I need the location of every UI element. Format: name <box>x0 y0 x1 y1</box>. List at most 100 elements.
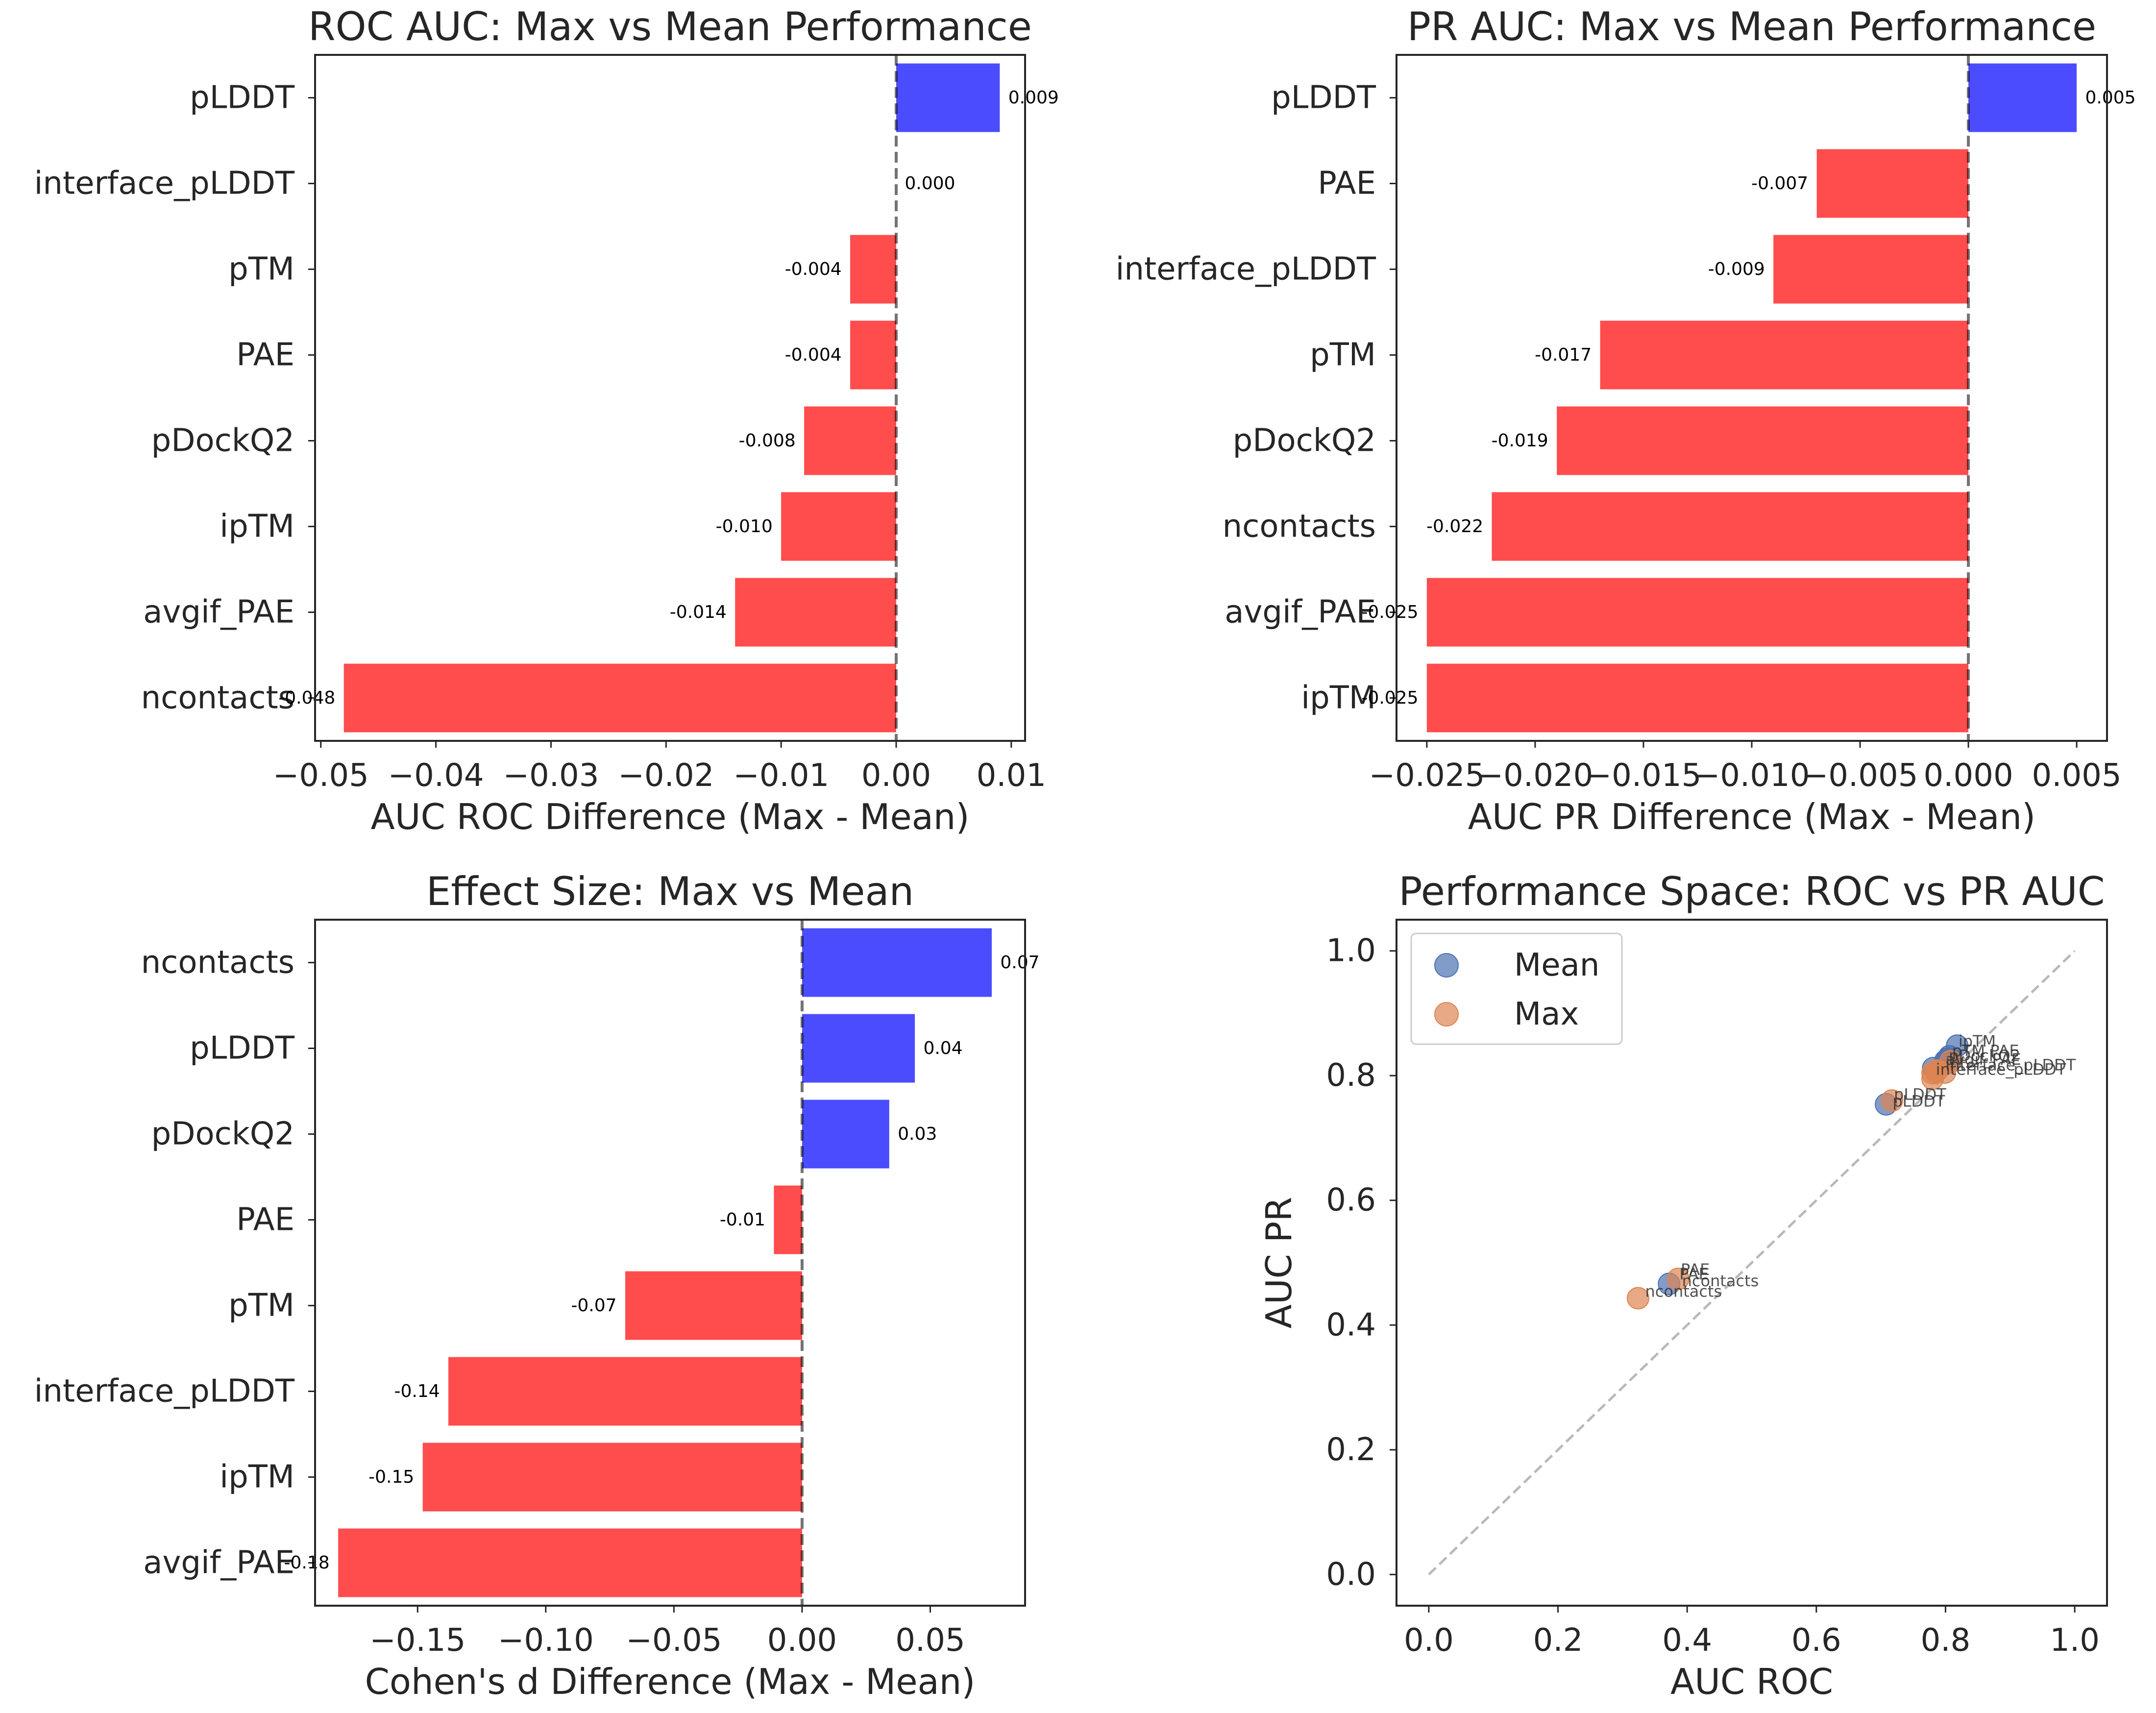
point-annotation: ncontacts <box>1682 1272 1759 1290</box>
value-label: -0.14 <box>394 1381 440 1401</box>
value-label: 0.04 <box>923 1038 962 1058</box>
chart-title: Effect Size: Max vs Mean <box>426 869 914 914</box>
x-tick-label: −0.01 <box>733 758 829 794</box>
point-annotation: pDockQ2 <box>1949 1046 2020 1065</box>
point-annotation: PAE <box>1681 1260 1710 1279</box>
panel-roc: pLDDT 0.009 interface_pLDDT 0.000 pTM -0.004 P… <box>34 4 1059 837</box>
x-tick-label: 0.0 <box>1404 1622 1454 1659</box>
y-tick-label: PAE <box>1318 166 1376 202</box>
panel-effect: ncontacts 0.07 pLDDT 0.04 pDockQ2 0.03 PAE -0.0… <box>34 869 1040 1702</box>
y-tick-label: interface_pLDDT <box>1116 251 1376 288</box>
x-axis-label: AUC PR Difference (Max - Mean) <box>1468 796 2035 837</box>
bar <box>343 663 896 733</box>
x-tick-label: 0.8 <box>1921 1622 1971 1659</box>
y-axis-label: AUC PR <box>1258 1197 1299 1329</box>
y-tick-label: avgif_PAE <box>143 594 294 631</box>
bar <box>774 1185 802 1254</box>
x-tick-label: 0.005 <box>2032 758 2122 794</box>
x-tick-label: −0.10 <box>498 1622 594 1659</box>
y-tick-label: pLDDT <box>1271 80 1376 116</box>
x-tick-label: 0.01 <box>977 758 1047 794</box>
x-tick-label: −0.02 <box>618 758 714 794</box>
y-tick-label: pLDDT <box>190 80 295 116</box>
value-label: -0.025 <box>1361 602 1418 622</box>
bar <box>338 1528 802 1597</box>
x-tick-label: −0.025 <box>1369 758 1485 794</box>
value-label: 0.000 <box>905 173 955 194</box>
value-label: -0.014 <box>670 602 727 622</box>
chart-title: PR AUC: Max vs Mean Performance <box>1407 4 2096 49</box>
y-tick-label: avgif_PAE <box>1225 594 1376 631</box>
value-label: -0.008 <box>739 431 796 451</box>
bar <box>896 63 1000 132</box>
bar <box>781 492 896 561</box>
y-tick-label: 0.8 <box>1326 1057 1376 1094</box>
y-tick-label: pTM <box>1310 337 1376 373</box>
x-tick-label: −0.05 <box>626 1622 722 1659</box>
x-tick-label: 0.6 <box>1791 1622 1841 1659</box>
bar <box>1773 235 1969 304</box>
x-axis-label: Cohen's d Difference (Max - Mean) <box>365 1661 976 1702</box>
x-tick-label: −0.04 <box>388 758 484 794</box>
value-label: -0.009 <box>1708 259 1765 279</box>
point-annotation: ipTM <box>1959 1032 1996 1051</box>
x-tick-label: 1.0 <box>2050 1622 2100 1659</box>
x-tick-label: −0.015 <box>1586 758 1702 794</box>
y-tick-label: ncontacts <box>141 680 294 716</box>
bar <box>804 406 896 475</box>
y-tick-label: pDockQ2 <box>151 1116 294 1152</box>
scatter-point-max <box>1627 1287 1649 1310</box>
value-label: -0.007 <box>1751 173 1808 194</box>
y-tick-label: avgif_PAE <box>143 1545 294 1581</box>
point-annotation: interface_pLDDT <box>1945 1056 2076 1075</box>
value-label: 0.005 <box>2085 88 2136 108</box>
value-label: -0.025 <box>1361 688 1418 708</box>
x-axis-label: AUC ROC <box>1670 1661 1833 1702</box>
bar <box>850 235 896 304</box>
x-tick-label: −0.15 <box>369 1622 466 1659</box>
axes-frame <box>314 919 1026 1607</box>
legend-box <box>1410 932 1623 1045</box>
diagonal-line <box>1428 950 2076 1576</box>
y-tick-label: 0.4 <box>1326 1307 1376 1343</box>
value-label: 0.009 <box>1008 88 1059 108</box>
bar <box>1557 406 1969 475</box>
value-label: -0.022 <box>1426 516 1483 537</box>
y-tick-label: interface_pLDDT <box>34 1373 295 1410</box>
x-tick-label: 0.00 <box>861 758 931 794</box>
x-tick-label: 0.2 <box>1533 1622 1583 1659</box>
x-tick-label: 0.00 <box>767 1622 837 1659</box>
bar <box>1816 149 1969 218</box>
value-label: -0.15 <box>368 1467 414 1487</box>
value-label: -0.18 <box>284 1553 330 1573</box>
y-tick-label: 0.6 <box>1326 1182 1376 1219</box>
bar <box>422 1443 802 1512</box>
chart-title: Performance Space: ROC vs PR AUC <box>1398 869 2105 914</box>
x-tick-label: 0.4 <box>1662 1622 1712 1659</box>
point-annotation: interface_pLDDT <box>1936 1060 2066 1078</box>
scatter-point-max <box>1881 1089 1904 1112</box>
x-tick-label: −0.020 <box>1477 758 1593 794</box>
point-annotation: PAE <box>1679 1265 1708 1283</box>
bar <box>448 1357 802 1426</box>
bar <box>1426 578 1969 647</box>
value-label: -0.019 <box>1492 431 1548 451</box>
x-tick-label: 0.05 <box>895 1622 965 1659</box>
bar <box>1426 663 1969 733</box>
point-annotation: pTM PAE <box>1952 1041 2019 1060</box>
bar <box>1968 63 2077 132</box>
y-tick-label: ipTM <box>220 509 294 545</box>
y-tick-label: ipTM <box>220 1459 294 1495</box>
bar <box>625 1271 802 1340</box>
value-label: -0.004 <box>785 345 842 365</box>
y-tick-label: 1.0 <box>1326 933 1376 969</box>
value-label: 0.03 <box>898 1124 937 1144</box>
y-tick-label: 0.0 <box>1326 1556 1376 1592</box>
value-label: -0.01 <box>720 1210 765 1230</box>
y-tick-label: ncontacts <box>1223 509 1376 545</box>
x-tick-label: −0.03 <box>503 758 599 794</box>
legend-marker-mean <box>1434 953 1459 978</box>
value-label: -0.07 <box>571 1296 616 1316</box>
